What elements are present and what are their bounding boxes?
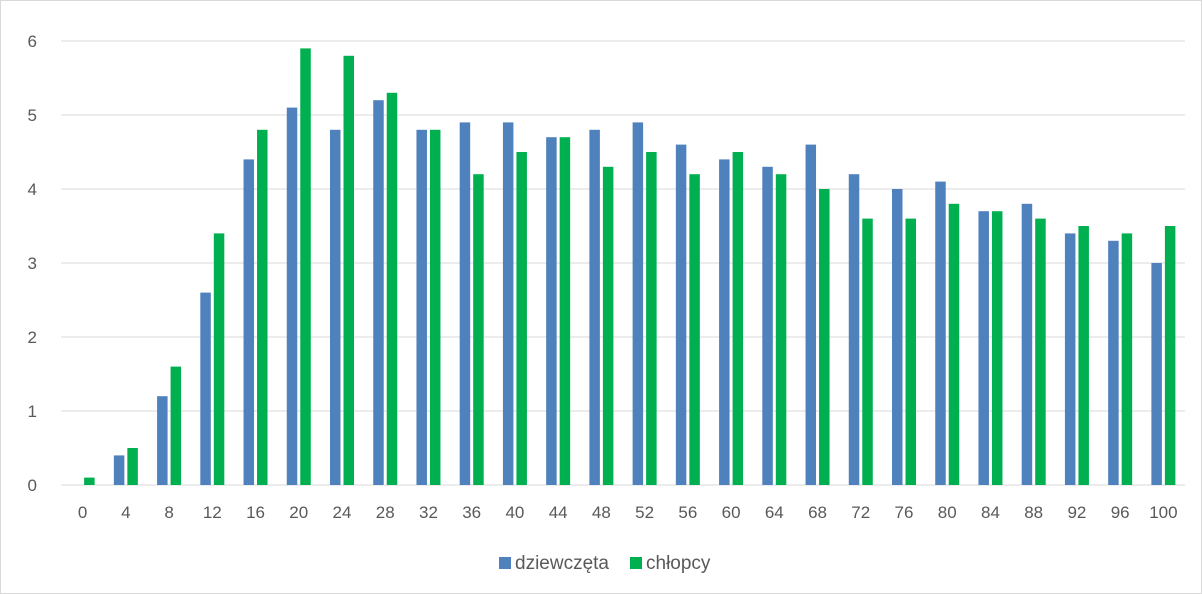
bar-chlopcy-24 — [343, 55, 354, 486]
bar-dziewczeta-36 — [459, 122, 471, 486]
bar-chlopcy-60 — [732, 152, 744, 485]
bar-dziewczeta-24 — [330, 129, 341, 486]
y-tick-label: 1 — [28, 402, 37, 421]
x-tick-label: 64 — [765, 503, 784, 522]
y-tick-label: 4 — [28, 180, 37, 199]
x-tick-label: 96 — [1111, 503, 1130, 522]
gridlines — [61, 40, 1185, 486]
bar-dziewczeta-60 — [719, 159, 730, 485]
bar-chlopcy-48 — [602, 166, 614, 486]
bar-dziewczeta-52 — [632, 122, 644, 486]
bar-chlopcy-68 — [819, 189, 830, 485]
y-axis-ticks: 0 1 2 3 4 5 6 — [28, 32, 37, 495]
bar-chlopcy-32 — [429, 129, 441, 486]
bar-chlopcy-72 — [862, 218, 873, 485]
bar-dziewczeta-88 — [1021, 203, 1033, 486]
y-tick-label: 6 — [28, 32, 37, 51]
bar-chlopcy-0 — [84, 477, 95, 485]
x-tick-label: 52 — [635, 503, 654, 522]
bar-chlopcy-52 — [646, 152, 657, 485]
x-tick-label: 88 — [1024, 503, 1043, 522]
x-tick-label: 48 — [592, 503, 611, 522]
x-tick-label: 12 — [203, 503, 222, 522]
x-tick-label: 56 — [678, 503, 697, 522]
bar-dziewczeta-96 — [1108, 240, 1119, 485]
legend: dziewczęta chłopcy — [499, 553, 711, 574]
legend-swatch-chlopcy — [630, 557, 642, 569]
bar-dziewczeta-28 — [373, 100, 384, 485]
bars — [84, 48, 1176, 486]
legend-swatch-dziewczeta — [499, 557, 511, 569]
bar-dziewczeta-100 — [1151, 263, 1162, 485]
x-tick-label: 80 — [938, 503, 957, 522]
bar-chlopcy-88 — [1035, 218, 1046, 485]
bar-chlopcy-20 — [300, 48, 311, 486]
x-tick-label: 36 — [462, 503, 481, 522]
bar-dziewczeta-12 — [200, 292, 211, 485]
x-tick-label: 84 — [981, 503, 1000, 522]
bar-chlopcy-92 — [1078, 226, 1089, 485]
x-axis-ticks: 0 4 8 12 16 20 24 28 32 36 40 44 48 52 56 60 64 68 72 76 80 8… — [78, 503, 1178, 522]
bar-chlopcy-56 — [689, 174, 700, 485]
x-tick-label: 72 — [851, 503, 870, 522]
bar-dziewczeta-84 — [978, 211, 989, 485]
bar-dziewczeta-92 — [1064, 233, 1076, 485]
bar-dziewczeta-72 — [848, 174, 860, 485]
bar-dziewczeta-32 — [416, 129, 427, 486]
bar-chlopcy-36 — [473, 174, 484, 485]
bar-chlopcy-96 — [1121, 233, 1133, 485]
x-tick-label: 40 — [505, 503, 524, 522]
bar-chlopcy-8 — [170, 366, 182, 485]
x-tick-label: 16 — [246, 503, 265, 522]
bar-chlopcy-28 — [386, 92, 398, 486]
bar-chlopcy-84 — [991, 211, 1003, 485]
x-tick-label: 8 — [164, 503, 173, 522]
bar-chlopcy-12 — [213, 233, 225, 485]
x-tick-label: 20 — [289, 503, 308, 522]
y-tick-label: 2 — [28, 328, 37, 347]
legend-label-dziewczeta: dziewczęta — [515, 553, 609, 574]
bar-dziewczeta-68 — [805, 144, 817, 485]
x-tick-label: 24 — [333, 503, 352, 522]
bar-dziewczeta-80 — [935, 181, 946, 485]
bar-dziewczeta-44 — [546, 137, 557, 485]
bar-chlopcy-100 — [1164, 226, 1176, 485]
x-tick-label: 68 — [808, 503, 827, 522]
bar-dziewczeta-76 — [892, 189, 903, 485]
bar-dziewczeta-64 — [762, 166, 773, 486]
bar-chlopcy-80 — [948, 203, 960, 486]
y-tick-label: 3 — [28, 254, 37, 273]
x-tick-label: 76 — [895, 503, 914, 522]
bar-dziewczeta-4 — [113, 455, 125, 485]
x-tick-label: 28 — [376, 503, 395, 522]
bar-dziewczeta-16 — [243, 159, 255, 485]
legend-label-chlopcy: chłopcy — [646, 553, 711, 574]
x-tick-label: 92 — [1067, 503, 1086, 522]
y-tick-label: 0 — [28, 476, 37, 495]
bar-chlopcy-16 — [257, 129, 268, 486]
bar-chlopcy-40 — [516, 152, 527, 485]
x-tick-label: 44 — [549, 503, 568, 522]
bar-chlopcy-76 — [905, 218, 916, 485]
x-tick-label: 100 — [1149, 503, 1177, 522]
bar-dziewczeta-40 — [502, 122, 514, 486]
x-tick-label: 32 — [419, 503, 438, 522]
bar-chlopcy-44 — [559, 137, 571, 485]
x-tick-label: 4 — [121, 503, 130, 522]
bar-dziewczeta-20 — [286, 107, 298, 485]
bar-chlopcy-4 — [127, 448, 138, 485]
bar-dziewczeta-8 — [157, 396, 168, 485]
y-tick-label: 5 — [28, 106, 37, 125]
x-tick-label: 60 — [722, 503, 741, 522]
bar-dziewczeta-48 — [589, 129, 600, 486]
x-tick-label: 0 — [78, 503, 87, 522]
bar-chlopcy-64 — [775, 174, 787, 485]
bar-dziewczeta-56 — [675, 144, 687, 485]
